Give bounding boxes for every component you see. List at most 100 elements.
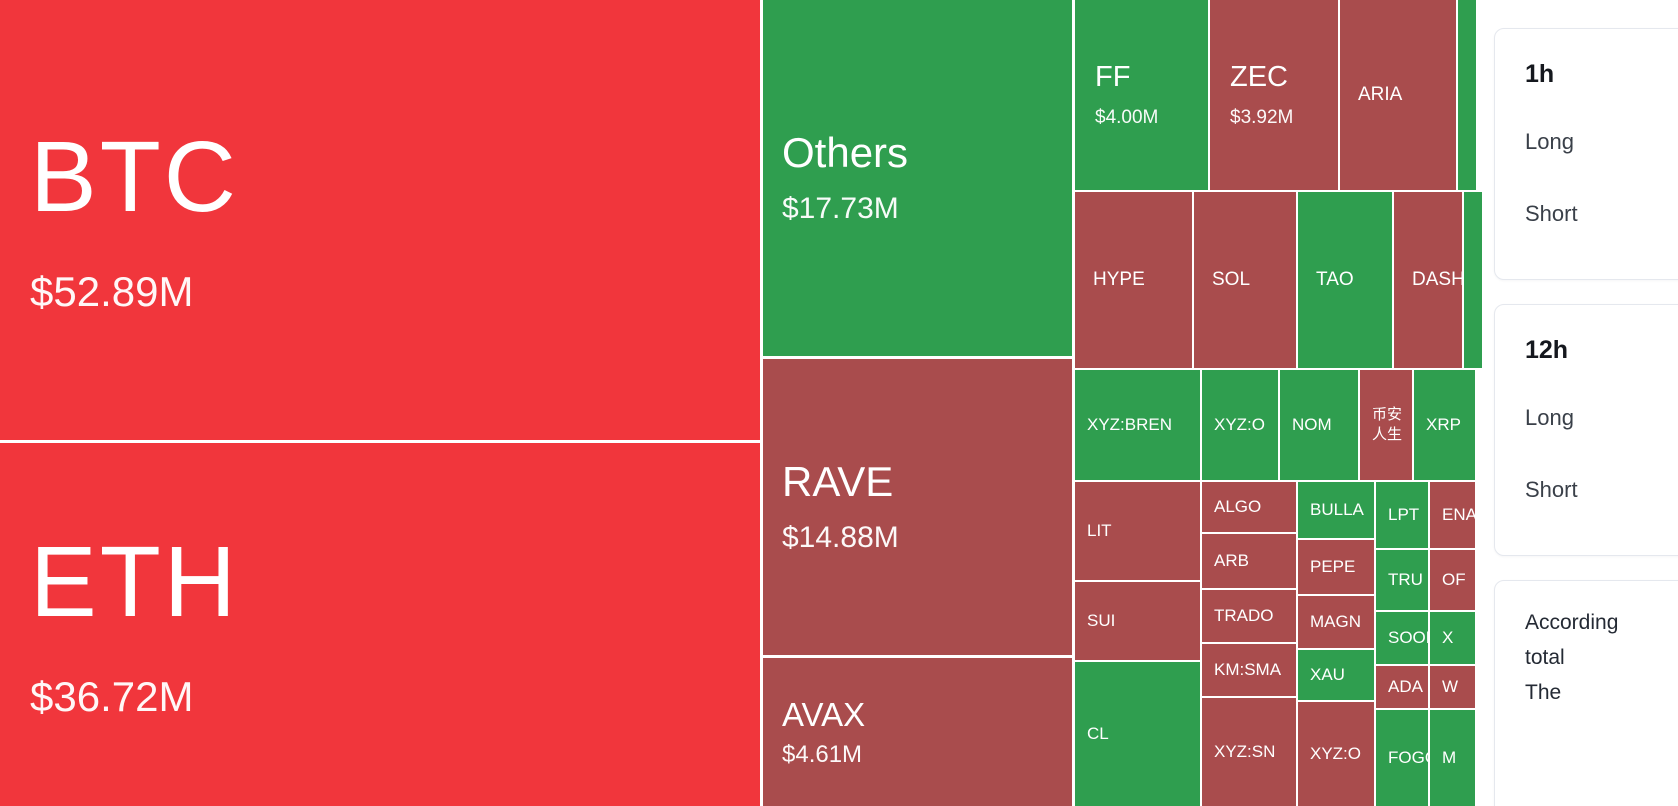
tile-label: ADA <box>1388 677 1423 696</box>
tile-m[interactable]: M <box>1430 710 1475 806</box>
tile-label: MAGN <box>1310 612 1361 631</box>
tile-label: 币安人生 <box>1372 405 1403 443</box>
tile-zec[interactable]: ZEC $3.92M <box>1210 0 1338 190</box>
tile-tru[interactable]: TRU <box>1376 550 1428 610</box>
tile-label: M <box>1442 748 1457 767</box>
tile-label: Others <box>782 129 909 176</box>
stats-card-1h: 1h Long Short <box>1494 28 1678 280</box>
tile-of[interactable]: OF <box>1430 550 1475 610</box>
tile-label: XYZ:SN <box>1214 742 1276 761</box>
tile-sliver-top[interactable] <box>1458 0 1476 190</box>
tile-magn[interactable]: MAGN <box>1298 596 1374 648</box>
tile-xyz-bren[interactable]: XYZ:BREN <box>1075 370 1200 480</box>
tile-ada[interactable]: ADA <box>1376 666 1428 708</box>
tile-x[interactable]: X <box>1430 612 1475 664</box>
tile-value: $4.61M <box>782 740 863 768</box>
card-title-1h: 1h <box>1525 60 1555 88</box>
tile-cl[interactable]: CL <box>1075 662 1200 806</box>
tile-sliver-mid[interactable] <box>1464 192 1482 368</box>
long-row-1h[interactable]: Long <box>1525 129 1574 154</box>
tile-xau[interactable]: XAU <box>1298 650 1374 700</box>
tile-label: SUI <box>1087 611 1116 630</box>
tile-value: $17.73M <box>782 192 899 225</box>
tile-fogo[interactable]: FOGO <box>1376 710 1428 806</box>
tile-label: FOGO <box>1388 748 1428 767</box>
tile-km-sma[interactable]: KM:SMA <box>1202 644 1296 696</box>
tile-label: ENA <box>1442 505 1475 524</box>
tile-lit[interactable]: LIT <box>1075 482 1200 580</box>
tile-algo[interactable]: ALGO <box>1202 482 1296 532</box>
tile-sui[interactable]: SUI <box>1075 582 1200 660</box>
tile-xyz-o-bottom[interactable]: XYZ:O <box>1298 702 1374 806</box>
tile-label: TAO <box>1316 269 1354 290</box>
tile-pepe[interactable]: PEPE <box>1298 540 1374 594</box>
tile-label: XYZ:BREN <box>1087 415 1173 434</box>
tile-aria[interactable]: ARIA <box>1340 0 1456 190</box>
tile-label: BULLA <box>1310 500 1364 519</box>
long-row-12h[interactable]: Long <box>1525 405 1574 430</box>
tile-label: CL <box>1087 724 1109 743</box>
tile-ena[interactable]: ENA <box>1430 482 1475 548</box>
tile-label: HYPE <box>1093 269 1145 290</box>
tile-value: $4.00M <box>1095 107 1159 128</box>
tile-xrp[interactable]: XRP <box>1414 370 1475 480</box>
tile-value: $52.89M <box>30 268 194 315</box>
tile-label: XAU <box>1310 665 1345 684</box>
tile-rave[interactable]: RAVE $14.88M <box>763 359 1072 655</box>
tile-btc[interactable]: BTC $52.89M <box>0 0 760 440</box>
tile-others[interactable]: Others $17.73M <box>763 0 1072 356</box>
note-line: The <box>1525 681 1562 704</box>
tile-dash[interactable]: DASH <box>1394 192 1462 368</box>
tile-value: $14.88M <box>782 521 899 554</box>
tile-value: $3.92M <box>1230 107 1294 128</box>
tile-label: NOM <box>1292 415 1332 434</box>
tile-arb[interactable]: ARB <box>1202 534 1296 588</box>
tile-label: SOON <box>1388 628 1428 647</box>
tile-label: ETH <box>30 525 239 638</box>
tile-ff[interactable]: FF $4.00M <box>1075 0 1208 190</box>
tile-w[interactable]: W <box>1430 666 1475 708</box>
tile-label: BTC <box>30 121 239 233</box>
tile-label: DASH <box>1412 269 1462 290</box>
note-line: According <box>1525 611 1619 634</box>
tile-cjk-token[interactable]: 币安人生 <box>1360 370 1412 480</box>
tile-label: KM:SMA <box>1214 660 1282 679</box>
stats-card-12h: 12h Long Short <box>1494 304 1678 556</box>
tile-label: TRU <box>1388 570 1423 589</box>
tile-label: RAVE <box>782 458 894 505</box>
tile-soon[interactable]: SOON <box>1376 612 1428 664</box>
tile-avax[interactable]: AVAX $4.61M <box>763 658 1072 806</box>
tile-xyz-o-top[interactable]: XYZ:O <box>1202 370 1278 480</box>
treemap: BTC $52.89M ETH $36.72M Others $17.73M RAVE $14… <box>0 0 1482 806</box>
tile-sol[interactable]: SOL <box>1194 192 1296 368</box>
side-panel: 1h Long Short 12h Long Short According t… <box>1494 0 1678 806</box>
tile-label: W <box>1442 677 1459 696</box>
tile-label: TRADO <box>1214 606 1274 625</box>
tile-bulla[interactable]: BULLA <box>1298 482 1374 538</box>
tile-nom[interactable]: NOM <box>1280 370 1358 480</box>
tile-label: XRP <box>1426 415 1461 434</box>
tile-xyz-sn[interactable]: XYZ:SN <box>1202 698 1296 806</box>
tile-label: PEPE <box>1310 557 1356 576</box>
tile-tao[interactable]: TAO <box>1298 192 1392 368</box>
tile-label: OF <box>1442 570 1466 589</box>
tile-lpt[interactable]: LPT <box>1376 482 1428 548</box>
short-row-12h[interactable]: Short <box>1525 477 1578 502</box>
tile-label: ZEC <box>1230 61 1288 93</box>
tile-trado[interactable]: TRADO <box>1202 590 1296 642</box>
tile-label: FF <box>1095 61 1131 93</box>
tile-eth[interactable]: ETH $36.72M <box>0 443 760 806</box>
tile-value: $36.72M <box>30 672 194 720</box>
tile-label: XYZ:O <box>1310 744 1362 763</box>
tile-label: LPT <box>1388 505 1420 524</box>
tile-hype[interactable]: HYPE <box>1075 192 1192 368</box>
short-row-1h[interactable]: Short <box>1525 201 1578 226</box>
tile-label: X <box>1442 628 1454 647</box>
tile-label: ARIA <box>1358 84 1403 105</box>
note-line: total <box>1525 646 1565 669</box>
card-title-12h: 12h <box>1525 336 1569 364</box>
summary-note-card: According total The <box>1494 580 1678 806</box>
tile-label: ALGO <box>1214 497 1262 516</box>
tile-label: XYZ:O <box>1214 415 1266 434</box>
